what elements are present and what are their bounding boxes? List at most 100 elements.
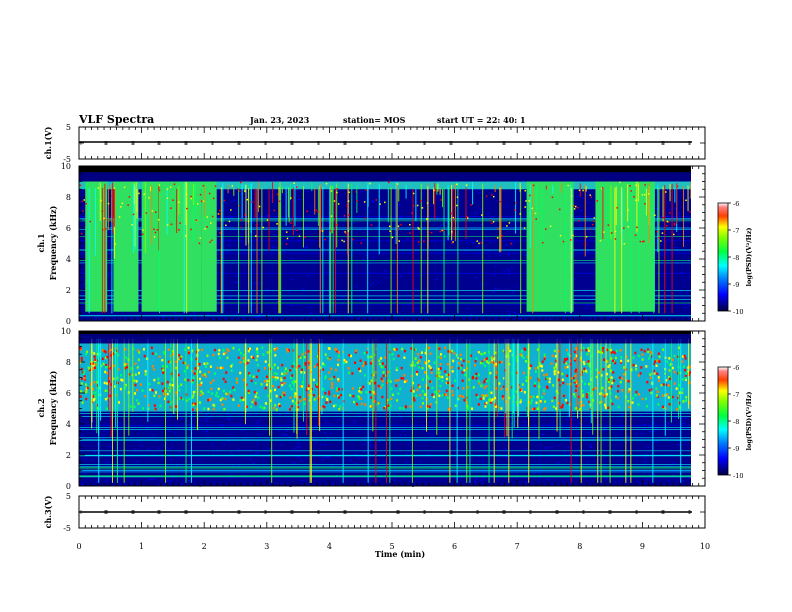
spectrogram-speckle xyxy=(114,243,116,245)
spectrogram-noise-pixel xyxy=(579,209,582,211)
spectrogram-noise-pixel xyxy=(322,248,325,250)
spectrogram-noise-pixel xyxy=(198,458,201,460)
spectrogram-noise-pixel xyxy=(669,456,672,458)
spectrogram-noise-pixel xyxy=(643,440,646,442)
spectrogram-noise-pixel xyxy=(368,274,371,276)
spectrogram-speckle xyxy=(89,368,92,372)
spectrogram-noise-pixel xyxy=(273,234,276,236)
spectrogram-speckle xyxy=(666,220,669,223)
spectrogram-speckle xyxy=(222,352,225,356)
spectrogram-speckle xyxy=(525,200,527,202)
spectrogram-speckle xyxy=(199,377,202,381)
spectrogram-noise-pixel xyxy=(312,237,315,239)
spectrogram-speckle xyxy=(437,374,440,378)
spectrogram-speckle xyxy=(668,376,671,379)
spectrogram-speckle xyxy=(656,359,659,362)
spectrogram-speckle xyxy=(669,212,671,214)
spectrogram-speckle xyxy=(644,203,646,205)
spectrogram-noise-pixel xyxy=(84,192,87,194)
spectrogram-noise-pixel xyxy=(588,204,591,206)
spectrogram-noise-pixel xyxy=(592,255,595,257)
spectrogram-noise-pixel xyxy=(369,212,372,214)
spectrogram-noise-pixel xyxy=(391,196,394,198)
spectrogram-speckle xyxy=(474,375,477,378)
spectrogram-speckle xyxy=(684,357,687,360)
spectrogram-speckle xyxy=(157,377,160,381)
spectrogram-noise-pixel xyxy=(369,441,372,443)
spectrogram-speckle xyxy=(570,195,573,197)
spectrogram-speckle xyxy=(430,368,433,371)
spectrogram-speckle xyxy=(678,391,681,395)
spectrogram-speckle xyxy=(642,240,644,243)
spectrogram-speckle xyxy=(325,401,328,404)
spectrogram-speckle xyxy=(324,238,326,241)
spectrogram-noise-pixel xyxy=(409,300,412,302)
spectrogram-noise-pixel xyxy=(280,194,283,196)
spectrogram-speckle xyxy=(358,367,361,371)
spectrogram-speckle xyxy=(111,195,114,197)
spectrogram-noise-pixel xyxy=(505,244,508,246)
spectrogram-noise-pixel xyxy=(478,460,481,462)
spectrogram-noise-pixel xyxy=(234,283,237,285)
spectrogram-speckle xyxy=(363,201,366,203)
spectrogram-speckle xyxy=(529,194,531,197)
colorbar-ch1-label: log(PSD)(V²/Hz) xyxy=(745,228,753,287)
spectrogram-noise-pixel xyxy=(276,196,279,198)
spectrogram-speckle xyxy=(324,375,327,378)
spectrogram-speckle xyxy=(636,181,638,184)
spectrogram-speckle xyxy=(557,391,560,395)
spectrogram-speckle xyxy=(540,365,543,368)
spectrogram-noise-pixel xyxy=(320,411,323,413)
spectrogram-speckle xyxy=(288,384,291,388)
spectrogram-speckle xyxy=(191,349,194,352)
spectrogram-noise-pixel xyxy=(170,458,173,460)
spectrogram-speckle xyxy=(201,348,204,352)
spectrogram-speckle xyxy=(441,375,444,379)
spectrogram-noise-pixel xyxy=(297,417,300,419)
spectrogram-speckle xyxy=(572,376,575,380)
spectrogram-speckle xyxy=(225,224,227,227)
spectrogram-noise-pixel xyxy=(466,308,469,310)
spectrogram-speckle xyxy=(163,352,166,356)
spectrogram-speckle xyxy=(439,375,442,379)
spectrogram-noise-pixel xyxy=(584,292,587,294)
spectrogram-noise-pixel xyxy=(678,419,681,421)
spectrogram-speckle xyxy=(552,384,555,387)
spectrogram-speckle xyxy=(546,377,549,380)
spectrogram-noise-pixel xyxy=(593,318,596,320)
spectrogram-noise-pixel xyxy=(500,442,503,444)
spectrogram-noise-pixel xyxy=(226,250,229,252)
spectrogram-speckle xyxy=(134,362,137,365)
spectrogram-speckle xyxy=(656,372,659,376)
spectrogram-noise-pixel xyxy=(370,449,373,451)
time-tick-label: 8 xyxy=(577,542,582,551)
spectrogram-noise-pixel xyxy=(501,301,504,303)
ch1-frequency-axis-label: Frequency (kHz) xyxy=(48,205,58,280)
spectrogram-speckle xyxy=(338,396,341,399)
spectrogram-speckle xyxy=(623,227,625,229)
spectrogram-speckle xyxy=(599,350,602,354)
spectrogram-speckle xyxy=(632,397,635,400)
spectrogram-speckle xyxy=(451,390,454,393)
spectrogram-noise-pixel xyxy=(524,474,527,476)
spectrogram-speckle xyxy=(258,205,261,208)
spectrogram-noise-pixel xyxy=(275,277,278,279)
spectrogram-speckle xyxy=(299,384,302,388)
spectrogram-speckle xyxy=(466,217,469,219)
spectrogram-noise-pixel xyxy=(582,434,585,436)
spectrogram-noise-pixel xyxy=(183,435,186,437)
spectrogram-speckle xyxy=(627,359,630,363)
spectrogram-noise-pixel xyxy=(173,457,176,459)
spectrogram-speckle xyxy=(533,407,536,410)
spectrogram-noise-pixel xyxy=(351,274,354,276)
spectrogram-speckle xyxy=(233,388,236,392)
spectrogram-noise-pixel xyxy=(241,429,244,431)
spectrogram-speckle xyxy=(162,368,165,372)
spectrogram-speckle xyxy=(507,346,510,350)
spectrogram-noise-pixel xyxy=(683,440,686,442)
spectrogram-noise-pixel xyxy=(508,270,511,272)
spectrogram-speckle xyxy=(508,222,511,224)
spectrogram-speckle xyxy=(403,349,406,353)
spectrogram-speckle xyxy=(685,396,688,399)
spectrogram-speckle xyxy=(606,377,609,380)
